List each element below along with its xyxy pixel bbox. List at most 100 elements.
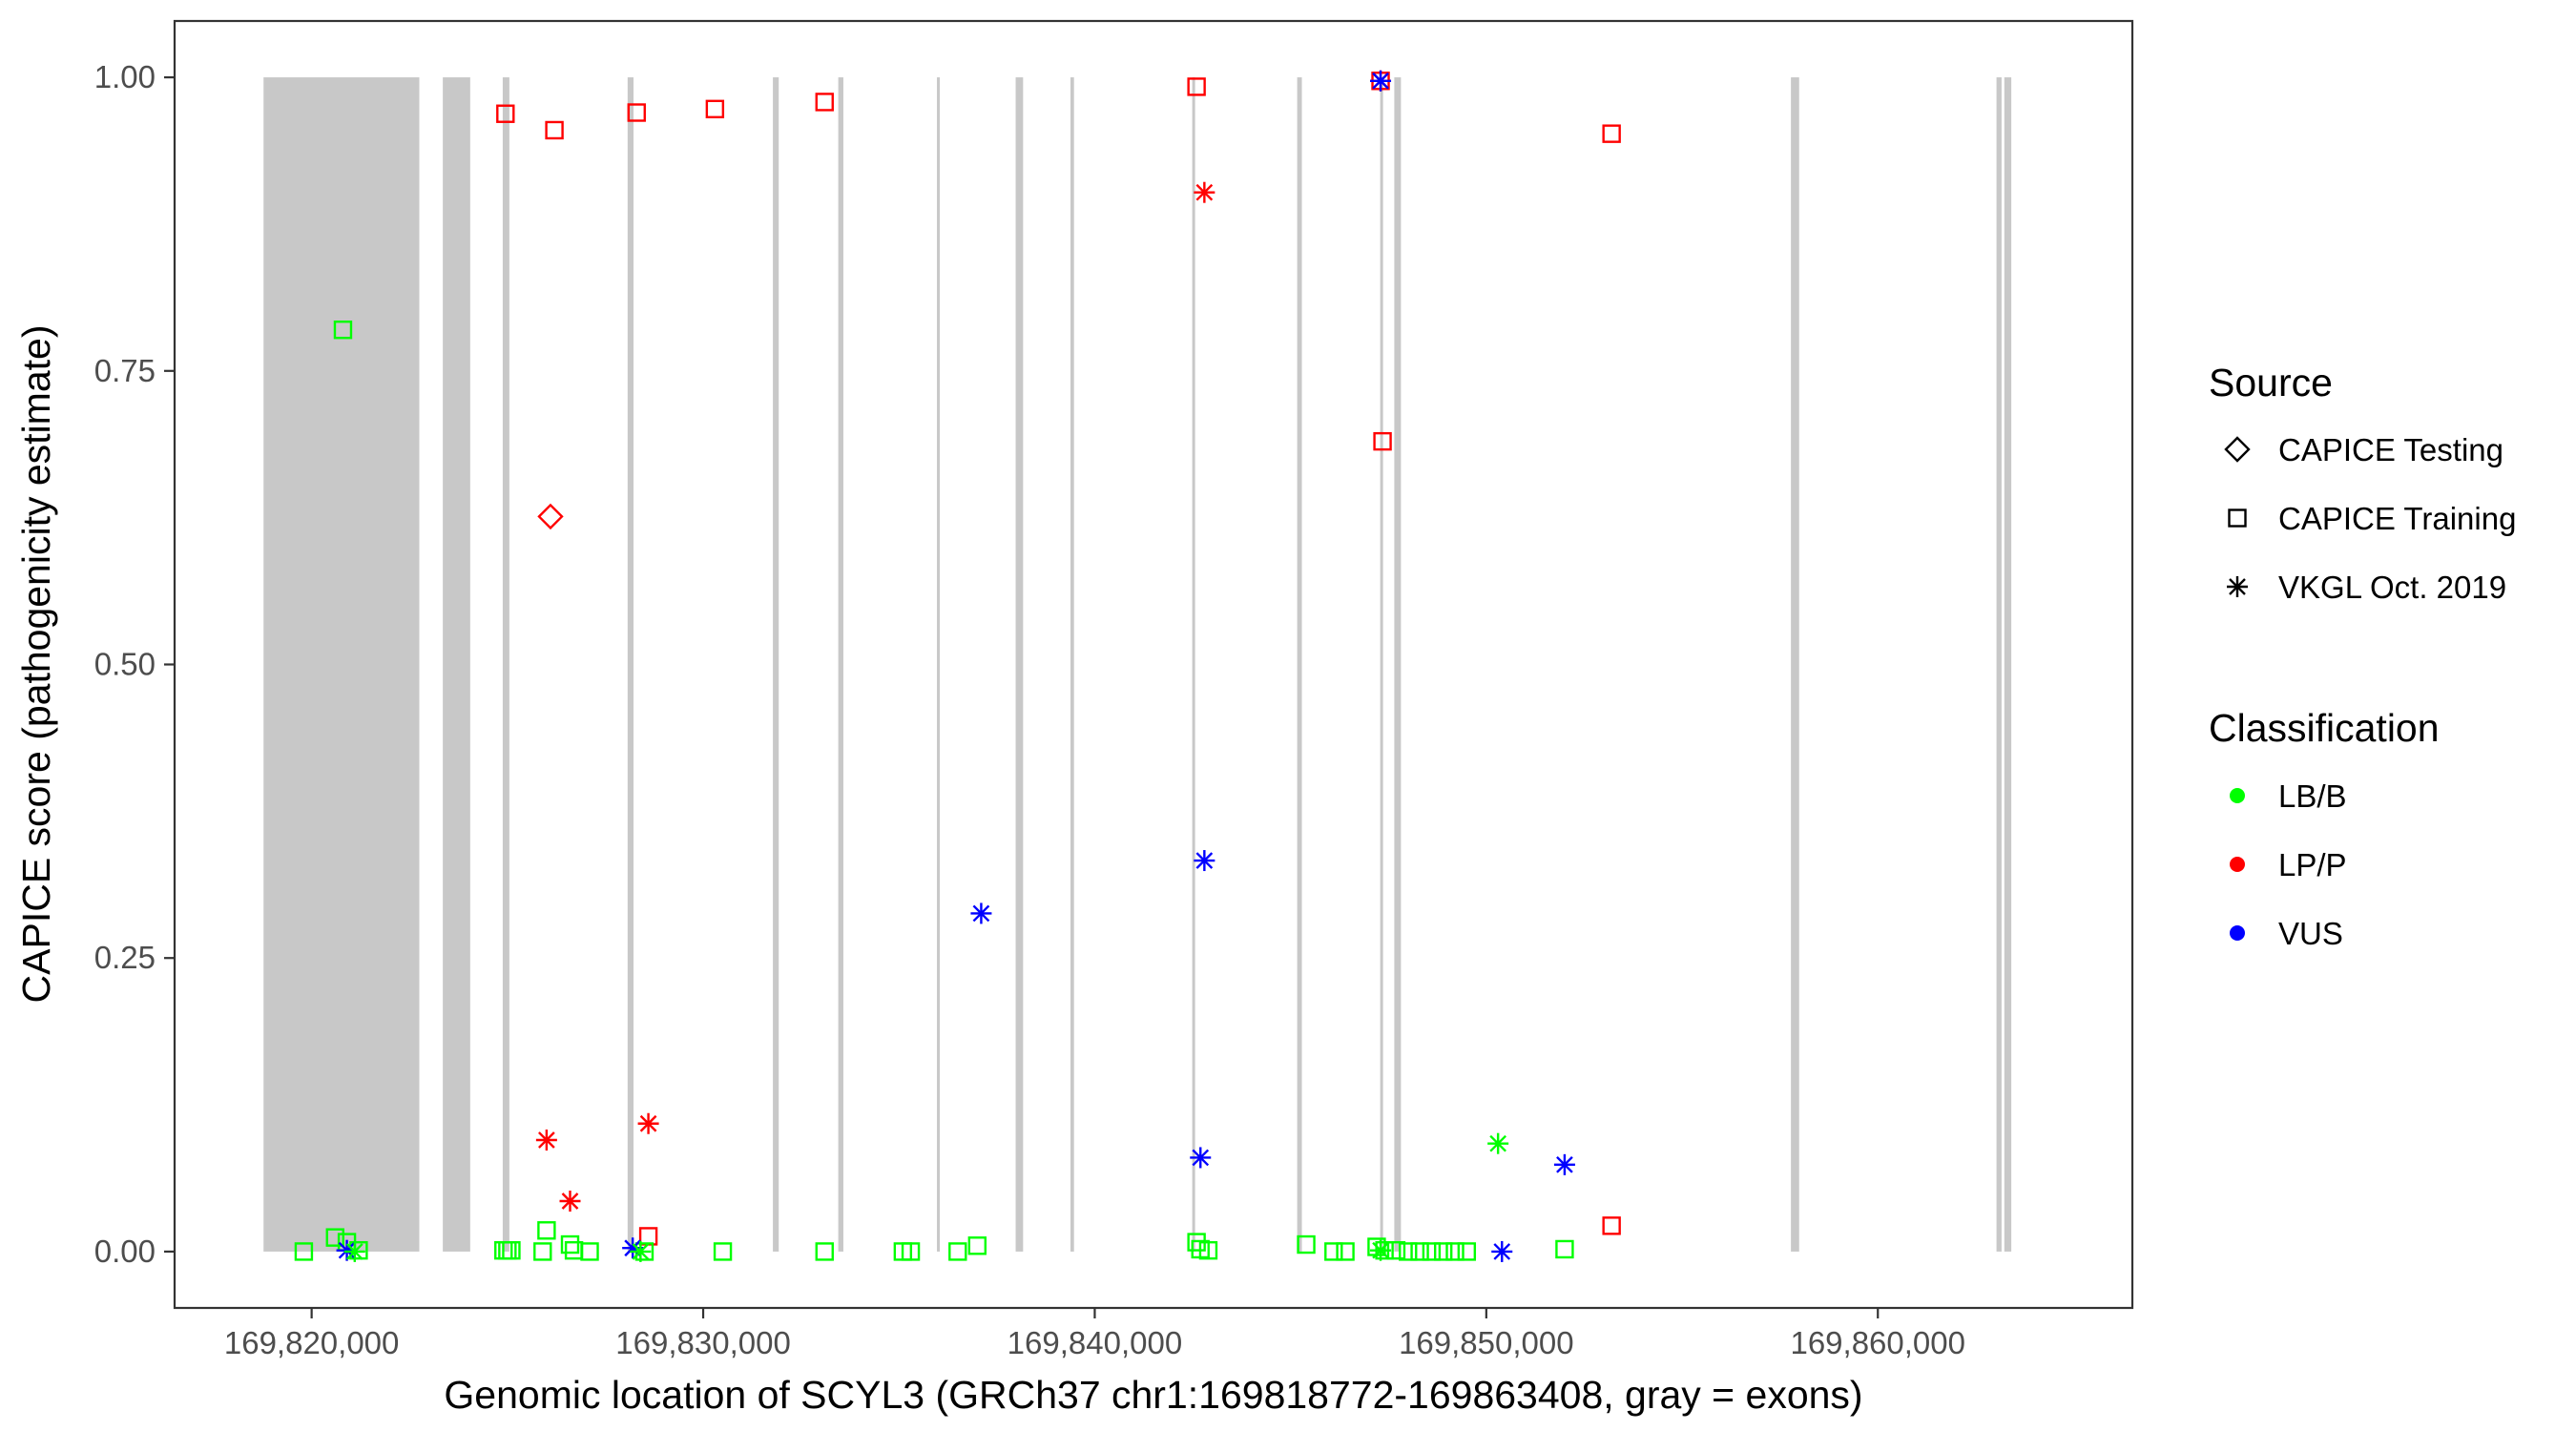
data-point (815, 1242, 834, 1261)
data-point (1194, 850, 1215, 872)
data-point (948, 1242, 967, 1261)
data-point (502, 1240, 521, 1260)
data-point (627, 103, 646, 122)
data-point (1336, 1242, 1355, 1261)
exon-band-12 (1380, 77, 1383, 1252)
legend-label: VKGL Oct. 2019 (2278, 570, 2506, 605)
data-point (580, 1242, 599, 1261)
exon-band-10 (1192, 77, 1195, 1252)
data-point (1190, 1147, 1212, 1169)
legend-key-dot (2230, 857, 2245, 872)
y-axis-label: CAPICE score (pathogenicity estimate) (14, 325, 58, 1004)
legend-label: CAPICE Training (2278, 501, 2516, 536)
data-point (1187, 77, 1206, 96)
data-point (1410, 1242, 1429, 1261)
legend-label: LP/P (2278, 847, 2347, 882)
x-axis: 169,820,000 169,830,000 169,840,000 169,850… (224, 1308, 1965, 1360)
legend-key-diamond (2224, 436, 2251, 463)
data-point (537, 503, 564, 530)
exon-band-9 (1070, 77, 1074, 1252)
legend-label: CAPICE Testing (2278, 432, 2503, 467)
data-point (1487, 1132, 1509, 1154)
data-point (1602, 124, 1621, 143)
y-tick-label: 0.00 (94, 1234, 156, 1269)
data-point (343, 1240, 365, 1262)
exon-layer (263, 77, 2012, 1252)
data-point (630, 1240, 652, 1262)
data-point (1399, 1242, 1418, 1261)
point-layer (294, 70, 1621, 1262)
data-point (1422, 1242, 1442, 1261)
data-point (559, 1190, 581, 1212)
legend-source-title: Source (2209, 361, 2333, 404)
data-point (545, 120, 564, 140)
data-point (333, 321, 353, 340)
x-tick-label: 169,840,000 (1008, 1325, 1183, 1360)
exon-band-11 (1297, 77, 1302, 1252)
data-point (1297, 1234, 1316, 1255)
x-axis-label: Genomic location of SCYL3 (GRCh37 chr1:1… (444, 1373, 1862, 1417)
data-point (294, 1242, 314, 1261)
exon-band-1 (263, 77, 420, 1252)
data-point (325, 1228, 344, 1247)
data-point (815, 93, 834, 112)
data-point (533, 1242, 552, 1261)
x-tick-label: 169,860,000 (1790, 1325, 1965, 1360)
legend-classification-title: Classification (2209, 706, 2440, 750)
data-point (1324, 1242, 1343, 1261)
data-point (560, 1234, 580, 1255)
data-point (1370, 70, 1392, 92)
exon-band-4 (627, 77, 634, 1252)
data-point (1198, 1240, 1218, 1260)
data-point (1433, 1242, 1453, 1261)
data-point (1553, 1153, 1575, 1175)
y-tick-label: 1.00 (94, 59, 156, 94)
exon-band-14 (1791, 77, 1799, 1252)
exon-band-13 (1394, 77, 1402, 1252)
x-tick-label: 169,820,000 (224, 1325, 400, 1360)
data-point (713, 1242, 733, 1261)
exon-band-16 (2004, 77, 2012, 1252)
data-point (967, 1236, 987, 1255)
data-point (1370, 1239, 1392, 1261)
data-point (1491, 1240, 1513, 1262)
data-point (901, 1242, 921, 1261)
data-point (1445, 1242, 1465, 1261)
legend-classification-items: LB/B LP/P VUS (2230, 778, 2347, 951)
exon-band-2 (443, 77, 470, 1252)
exon-band-6 (838, 77, 843, 1252)
data-point (970, 902, 992, 924)
legend-source-items: CAPICE Testing CAPICE Training VKGL Oct. 2… (2224, 432, 2516, 605)
plot-area (173, 19, 2134, 1310)
exon-band-3 (502, 77, 509, 1252)
legend: Source CAPICE Testing CAPICE Training VKGL… (2209, 361, 2516, 951)
legend-key-dot (2230, 788, 2245, 803)
x-tick-label: 169,830,000 (615, 1325, 791, 1360)
y-tick-label: 0.25 (94, 940, 156, 975)
legend-key-dot (2230, 925, 2245, 941)
data-point (1555, 1239, 1574, 1259)
y-tick-label: 0.75 (94, 353, 156, 388)
exon-band-15 (1996, 77, 2002, 1252)
data-point (537, 1221, 556, 1240)
data-point (1602, 1216, 1621, 1235)
x-tick-label: 169,850,000 (1399, 1325, 1574, 1360)
legend-label: VUS (2278, 916, 2343, 951)
y-axis: 0.00 0.25 0.50 0.75 1.00 (94, 59, 175, 1269)
data-point (1373, 431, 1392, 451)
data-point (1194, 181, 1215, 203)
data-point (637, 1112, 659, 1134)
data-point (535, 1129, 557, 1151)
exon-band-7 (937, 77, 941, 1252)
legend-label: LB/B (2278, 778, 2347, 814)
data-point (1457, 1242, 1477, 1261)
data-point (705, 99, 725, 119)
legend-key-square (2228, 508, 2247, 528)
exon-band-5 (773, 77, 779, 1252)
y-tick-label: 0.50 (94, 647, 156, 682)
data-point (496, 104, 515, 123)
legend-key-star (2227, 576, 2248, 597)
exon-band-8 (1015, 77, 1024, 1252)
